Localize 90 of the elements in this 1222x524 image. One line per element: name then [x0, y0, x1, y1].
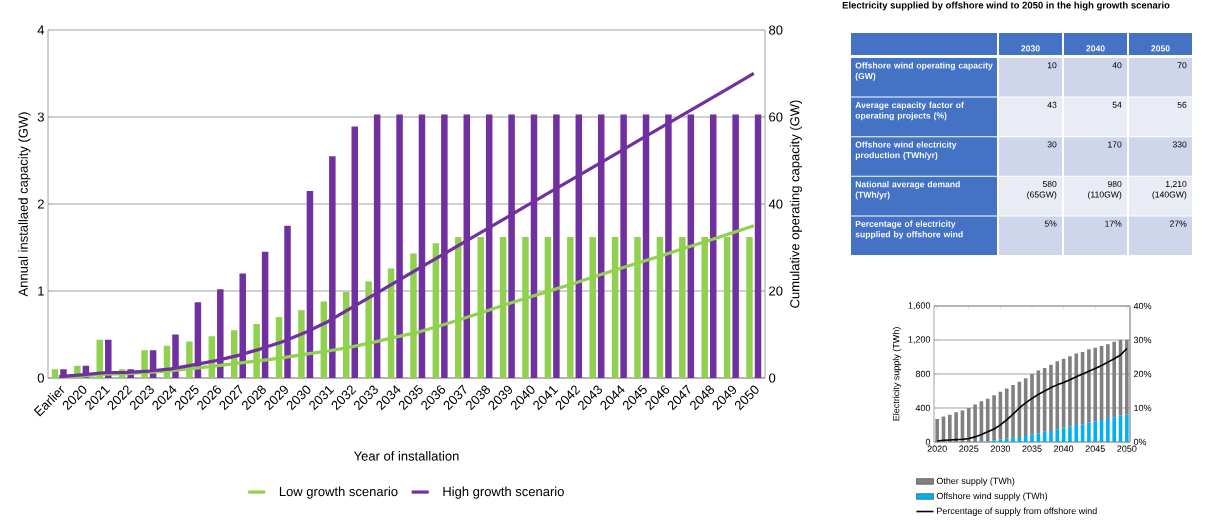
category-label: 2040 — [1086, 45, 1105, 52]
x-tick-label: 2030 — [990, 445, 1011, 452]
bar — [1049, 430, 1053, 442]
text: 170 — [1108, 141, 1122, 148]
bar — [1112, 341, 1116, 418]
x-tick-label: 2050 — [1117, 445, 1137, 452]
y2-tick-label: 80 — [769, 25, 783, 35]
bar — [709, 114, 717, 378]
text: 1,210 (140GW) — [1152, 180, 1187, 200]
text: 40 — [1112, 62, 1122, 69]
y-tick-label: 1,200 — [908, 336, 931, 344]
y-axis-title: Annual installaed capacity (GW) — [18, 112, 31, 297]
bar — [1087, 349, 1091, 423]
bar — [1068, 426, 1072, 442]
legend-label: Offshore wind supply (TWh) — [936, 492, 1048, 501]
y-tick-label: 1 — [38, 286, 44, 296]
y2-axis-title: Cumulative operating capacity (GW) — [789, 100, 802, 308]
bar — [1125, 414, 1129, 442]
y-tick-label: 4 — [37, 25, 45, 35]
text: 330 — [1172, 141, 1187, 148]
bar — [1055, 361, 1060, 430]
category-label: Offshore wind operating capacity (GW) — [855, 62, 993, 81]
bar — [1030, 434, 1034, 442]
y-tick-label: 0 — [925, 438, 931, 446]
bar — [1030, 373, 1034, 435]
legend-label: Percentage of supply from offshore wind — [937, 507, 1097, 516]
x-tick-label: 2035 — [1022, 445, 1042, 452]
bar — [732, 114, 739, 378]
y-tick-label: 0 — [37, 373, 44, 383]
bar — [1004, 388, 1009, 439]
text: 56 — [1177, 101, 1187, 108]
y2-tick-label: 20 — [769, 286, 783, 296]
y2-tick-label: 10% — [1134, 404, 1152, 412]
bar — [1004, 438, 1009, 442]
category-label: Offshore wind electricity production (TWh/yr) — [855, 141, 957, 160]
y-tick-label: 1,600 — [908, 302, 931, 310]
bar — [998, 439, 1003, 442]
bar — [1106, 419, 1110, 442]
text: 17% — [1105, 220, 1122, 227]
category-label: Average capacity factor of operating projects (%) — [855, 101, 964, 121]
text: 27% — [1170, 220, 1187, 227]
text: 5% — [1044, 220, 1057, 227]
bar — [1068, 356, 1072, 427]
y-tick-label: 400 — [915, 404, 931, 412]
y2-tick-label: 20% — [1133, 370, 1152, 378]
y-tick-label: 3 — [37, 112, 44, 122]
legend-label: Low growth scenario — [279, 486, 398, 499]
text: 30 — [1047, 141, 1057, 148]
legend-label: Other supply (TWh) — [936, 477, 1015, 486]
y2-tick-label: 40% — [1133, 302, 1152, 310]
bar — [51, 369, 59, 378]
bar — [1011, 437, 1015, 442]
bar — [1074, 424, 1079, 442]
x-axis-title: Year of installation — [353, 451, 459, 461]
x-tick-label: 2040 — [1054, 445, 1074, 452]
y2-tick-label: 0% — [1133, 438, 1147, 446]
category-label: 2030 — [1021, 45, 1040, 52]
y2-tick-label: 0 — [769, 373, 776, 383]
bar — [1074, 353, 1079, 425]
text: 70 — [1177, 62, 1187, 69]
y-tick-label: 800 — [915, 370, 931, 378]
y2-tick-label: 60 — [769, 112, 783, 122]
category-label: Percentage of electricity supplied by offshore wind — [855, 220, 963, 240]
y-tick-label: 2 — [37, 199, 44, 209]
y2-tick-label: 40 — [768, 199, 783, 209]
bar — [1011, 385, 1015, 438]
bar — [1049, 364, 1053, 431]
bar — [1055, 429, 1060, 442]
bar — [1087, 422, 1091, 442]
text: 54 — [1112, 101, 1122, 108]
bar — [754, 114, 762, 378]
category-label: 2050 — [1151, 45, 1170, 52]
x-tick-label: 2025 — [959, 445, 979, 452]
bar — [1112, 417, 1116, 442]
text: Electricity supplied by offshore wind to 2050 in the high growth scenario — [842, 1, 1170, 11]
line-series — [936, 347, 1128, 442]
legend-label: High growth scenario — [443, 486, 564, 499]
text: 980 (110GW) — [1088, 180, 1122, 200]
text: 580 (65GW) — [1027, 180, 1057, 200]
y-axis-title: Electricity supply (TWh) — [892, 327, 902, 421]
category-label: National average demand (TWh/yr) — [855, 180, 960, 200]
text: 10 — [1047, 62, 1057, 69]
text: 43 — [1047, 101, 1057, 108]
bar — [746, 237, 753, 378]
bar — [1093, 347, 1098, 422]
x-tick-label: 2020 — [927, 445, 947, 452]
bar — [1106, 344, 1110, 420]
x-tick-label: 2045 — [1085, 445, 1105, 452]
bar — [1093, 421, 1098, 442]
y2-tick-label: 30% — [1133, 336, 1152, 344]
